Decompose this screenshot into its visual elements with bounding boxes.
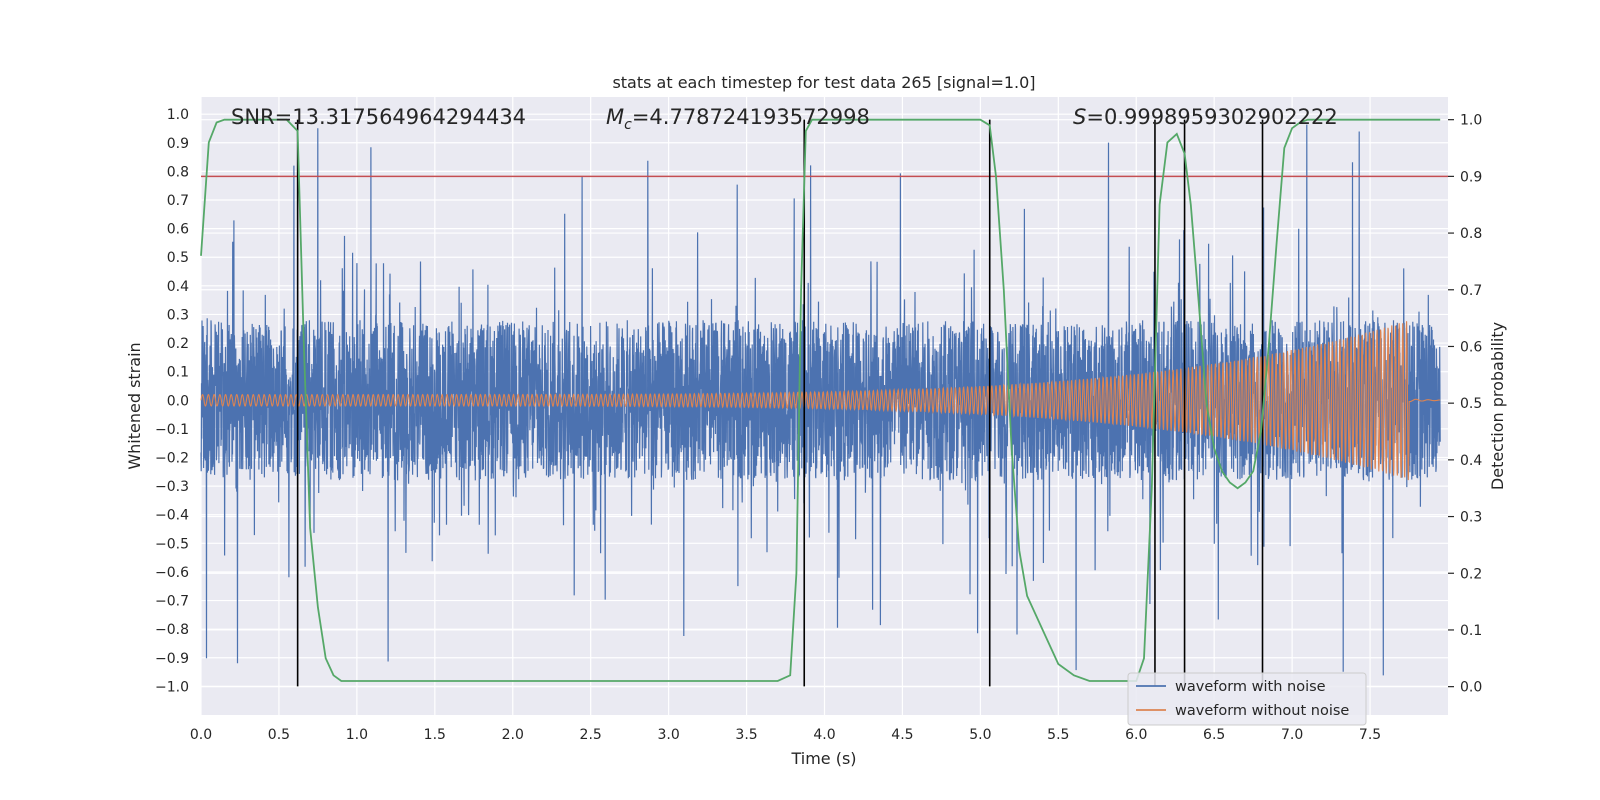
y-right-tick-label: 0.8 [1460,226,1482,242]
legend-label-noise: waveform with noise [1175,679,1326,695]
chirp-mass-subscript: c [624,117,632,133]
y-left-tick-label: −1.0 [155,679,189,695]
y-right-tick-label: 0.3 [1460,510,1482,526]
x-tick-label: 6.0 [1125,727,1147,743]
y-left-tick-label: 1.0 [167,107,189,123]
x-axis-ticks: 0.0 0.5 1.0 1.5 2.0 2.5 3.0 3.5 4.0 4.5 5.0 5.5 6.0 6… [190,727,1381,743]
y-left-tick-label: 0.4 [167,279,189,295]
y-left-tick-label: 0.9 [167,136,189,152]
legend-label-clean: waveform without noise [1175,703,1349,719]
y-axis-right-label: Detection probability [1488,322,1507,490]
probability-trace [200,118,1441,682]
x-axis-label: Time (s) [790,749,856,768]
y-left-tick-label: 0.3 [167,307,189,323]
y-right-tick-label: 0.9 [1460,169,1482,185]
y-left-tick-label: −0.6 [155,565,189,581]
y-right-tick-label: 0.5 [1460,396,1482,412]
y-right-tick-label: 0.0 [1460,680,1482,696]
y-left-tick-label: −0.5 [155,536,189,552]
y-left-tick-label: 0.0 [167,393,189,409]
chirp-mass-annotation: Mc=4.778724193572998 [606,105,870,133]
y-left-tick-label: 0.1 [167,365,189,381]
series-detection-probability [200,118,1441,682]
y-axis-left-label: Whitened strain [125,342,144,469]
y-left-tick-label: −0.4 [155,508,189,524]
x-tick-label: 5.0 [969,727,991,743]
legend: waveform with noise waveform without noi… [1127,672,1367,726]
x-tick-label: 5.5 [1047,727,1069,743]
x-tick-label: 7.5 [1359,727,1381,743]
y-left-tick-label: −0.8 [155,622,189,638]
x-tick-label: 0.0 [190,727,212,743]
y-left-tick-label: 0.5 [167,250,189,266]
snr-annotation: SNR=13.317564964294434 [231,105,526,129]
y-left-tick-label: −0.2 [155,451,189,467]
y-axis-right-ticks: 1.0 0.9 0.8 0.7 0.6 0.5 0.4 0.3 0.2 0.1 0.0 [1448,113,1482,696]
x-tick-label: 4.0 [813,727,835,743]
x-tick-label: 7.0 [1281,727,1303,743]
y-right-tick-label: 0.2 [1460,566,1482,582]
legend-box [1127,672,1367,726]
y-left-tick-label: −0.7 [155,594,189,610]
chirp-trace [200,321,1441,481]
y-right-tick-label: 0.7 [1460,283,1482,299]
s-annotation: S=0.9998959302902222 [1073,105,1338,129]
y-right-tick-label: 0.1 [1460,623,1482,639]
y-left-tick-label: −0.9 [155,651,189,667]
x-tick-label: 3.5 [735,727,757,743]
y-left-tick-label: −0.1 [155,422,189,438]
s-value: =0.9998959302902222 [1086,105,1337,129]
chirp-mass-symbol: M [606,105,624,129]
x-tick-label: 1.0 [346,727,368,743]
y-left-tick-label: 0.7 [167,193,189,209]
s-symbol: S [1073,105,1086,129]
y-right-tick-label: 0.6 [1460,339,1482,355]
noise-trace [200,124,1441,676]
y-axis-left-ticks: 1.0 0.9 0.8 0.7 0.6 0.5 0.4 0.3 0.2 0.1 0.0 −0.1 −0.… [155,107,189,695]
x-tick-label: 4.5 [891,727,913,743]
x-tick-label: 2.5 [580,727,602,743]
x-tick-label: 2.0 [502,727,524,743]
y-right-tick-label: 1.0 [1460,113,1482,129]
chirp-mass-value: =4.778724193572998 [632,105,870,129]
series-waveform-without-noise [200,321,1441,481]
chart-title: stats at each timestep for test data 265… [612,73,1035,92]
y-left-tick-label: 0.8 [167,164,189,180]
y-left-tick-label: 0.6 [167,222,189,238]
x-tick-label: 0.5 [268,727,290,743]
series-waveform-with-noise [200,124,1441,676]
x-tick-label: 3.0 [657,727,679,743]
y-left-tick-label: 0.2 [167,336,189,352]
y-right-tick-label: 0.4 [1460,453,1482,469]
x-tick-label: 6.5 [1203,727,1225,743]
x-tick-label: 1.5 [424,727,446,743]
y-left-tick-label: −0.3 [155,479,189,495]
